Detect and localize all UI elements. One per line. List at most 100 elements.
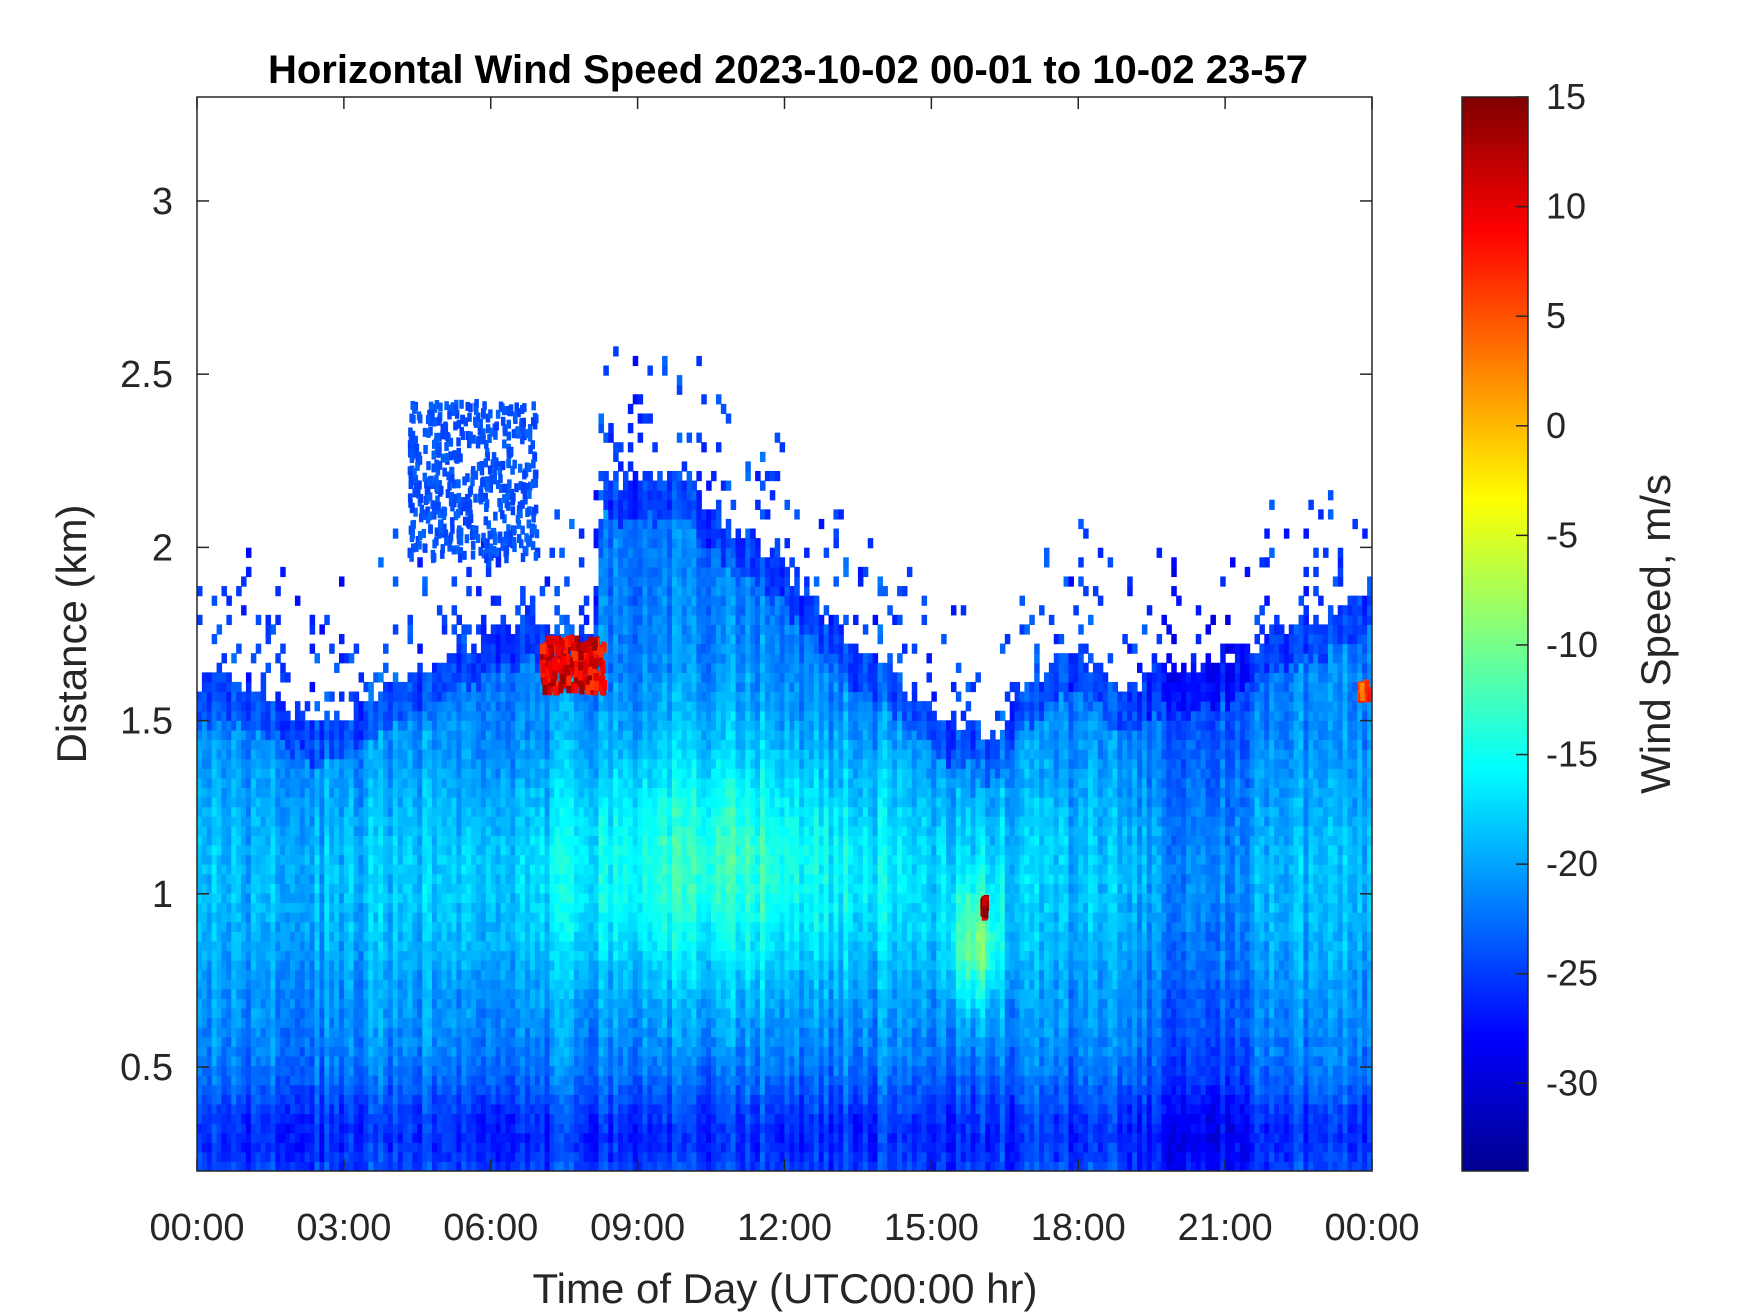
heatmap-cell [427,701,433,712]
heatmap-cell [466,912,472,923]
heatmap-cell [402,979,409,990]
heatmap-cell [407,902,414,913]
heatmap-cell [280,1065,286,1076]
heatmap-cell [539,624,546,635]
heatmap-cell [236,643,242,654]
heatmap-cell [525,605,531,616]
heatmap-cell [446,758,453,769]
heatmap-cell [461,681,467,693]
heatmap-cell [387,758,394,769]
heatmap-cell [485,998,492,1009]
heatmap-cell [534,720,541,731]
heatmap-cell [573,969,580,980]
heatmap-cell [358,672,365,683]
heatmap-cell [245,1132,252,1143]
heatmap-cell [368,1075,374,1086]
heatmap-cell [529,634,536,645]
heatmap-cell [197,988,203,999]
heatmap-cell [383,912,389,923]
heatmap-cell [285,1007,291,1019]
heatmap-cell [436,864,443,875]
heatmap-cell [525,634,531,645]
heatmap-cell [529,1142,536,1153]
heatmap-cell [275,1113,281,1124]
heatmap-cell [622,1017,629,1028]
heatmap-cell [427,777,433,789]
heatmap-cell [334,787,340,798]
heatmap-cell [525,1075,531,1086]
heatmap-cell [432,960,438,971]
heatmap-cell [559,720,565,731]
heatmap-cell [500,787,507,798]
heatmap-cell [578,787,585,798]
heatmap-cell [329,883,335,894]
heatmap-cell [510,672,516,683]
heatmap-cell [373,1036,379,1047]
heatmap-cell [456,1113,462,1124]
heatmap-cell [358,1075,365,1086]
heatmap-cell [216,787,223,798]
heatmap-cell [515,864,521,875]
heatmap-cell [309,758,316,769]
heatmap-cell [329,969,335,980]
heatmap-cell [583,729,590,741]
heatmap-cell [373,758,379,769]
heatmap-cell [539,720,546,731]
heatmap-cell [490,1046,497,1057]
heatmap-cell [245,892,252,904]
heatmap-cell [559,921,565,932]
heatmap-cell [622,1075,629,1086]
heatmap-cell [338,1094,345,1105]
heatmap-cell [280,998,286,1009]
heatmap-cell [329,787,335,798]
heatmap-cell [632,1027,639,1038]
heatmap-cell [466,806,472,817]
heatmap-cell [446,1132,453,1143]
heatmap-cell [451,825,458,836]
heatmap-cell [358,710,365,721]
heatmap-cell [387,1094,394,1105]
heatmap-cell [397,844,404,856]
heatmap-cell [544,921,551,932]
heatmap-cell [314,816,320,827]
heatmap-cell [593,960,600,971]
heatmap-cell [559,758,565,769]
heatmap-cell [593,691,600,702]
heatmap-cell [608,854,614,865]
heatmap-cell [451,921,458,932]
heatmap-cell [383,883,389,894]
heatmap-cell [294,701,301,712]
heatmap-cell [338,768,345,779]
heatmap-cell [378,1007,384,1019]
heatmap-cell [446,1142,453,1153]
heatmap-cell [407,1103,414,1115]
heatmap-cell [573,902,580,913]
heatmap-cell [211,729,218,741]
heatmap-cell [608,902,614,913]
heatmap-cell [559,883,565,894]
heatmap-cell [358,825,365,836]
heatmap-cell [461,1103,467,1115]
heatmap-cell [226,940,232,952]
heatmap-cell [319,797,325,808]
heatmap-cell [290,998,296,1009]
heatmap-cell [480,1132,487,1143]
heatmap-cell [461,1036,467,1047]
heatmap-cell [387,1142,394,1153]
heatmap-cell [387,844,394,856]
heatmap-cell [231,1132,237,1143]
heatmap-cell [397,902,404,913]
heatmap-cell [422,1151,428,1163]
heatmap-cell [338,797,345,808]
heatmap-cell [451,787,458,798]
heatmap-cell [618,892,624,904]
heatmap-cell [471,873,477,884]
heatmap-cell [329,1027,335,1038]
heatmap-cell [549,1046,555,1057]
heatmap-cell [304,1036,311,1047]
heatmap-cell [353,1161,360,1171]
heatmap-cell [588,749,595,760]
heatmap-cell [622,864,629,875]
heatmap-cell [432,998,438,1009]
heatmap-cell [534,758,541,769]
